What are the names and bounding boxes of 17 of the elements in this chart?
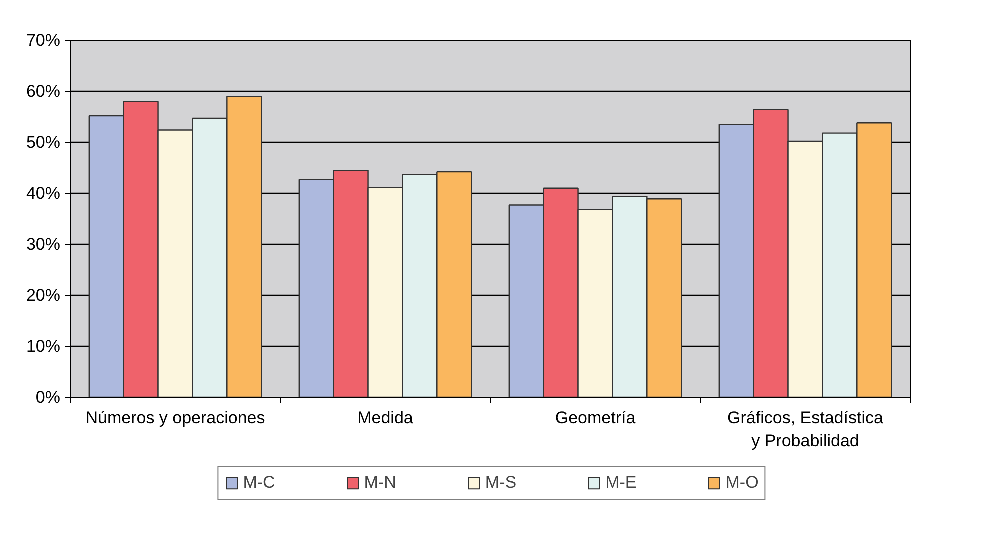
x-tick-label: Geometría [555, 408, 636, 428]
legend-label: M-O [726, 473, 759, 493]
x-tick-label: Medida [358, 408, 414, 428]
x-tick-label: Gráficos, Estadística y Probabilidad [728, 408, 884, 450]
x-tick-label: Números y operaciones [86, 408, 266, 428]
y-tick-label: 50% [26, 133, 61, 152]
legend-label: M-E [606, 473, 637, 493]
y-tick-label: 60% [26, 82, 61, 101]
y-tick-label: 30% [26, 235, 61, 254]
y-tick-label: 20% [26, 286, 61, 305]
legend-label: M-S [485, 473, 517, 493]
y-tick-label: 40% [26, 184, 61, 203]
y-tick-label: 0% [36, 388, 61, 407]
legend-label: M-N [364, 473, 396, 493]
y-tick-label: 70% [26, 31, 61, 50]
legend-label: M-C [243, 473, 276, 493]
y-tick-label: 10% [26, 337, 61, 356]
